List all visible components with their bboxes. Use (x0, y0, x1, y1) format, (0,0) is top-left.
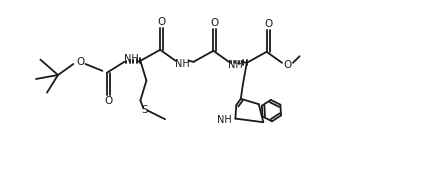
Text: NH: NH (217, 115, 231, 125)
Text: NH: NH (228, 60, 243, 70)
Text: S: S (141, 105, 147, 115)
Text: O: O (157, 17, 166, 27)
Text: O: O (104, 96, 112, 106)
Text: NH: NH (175, 59, 190, 69)
Text: O: O (76, 57, 84, 67)
Text: O: O (263, 19, 272, 29)
Text: O: O (283, 60, 292, 70)
Text: O: O (210, 18, 218, 28)
Text: NH: NH (124, 54, 138, 64)
